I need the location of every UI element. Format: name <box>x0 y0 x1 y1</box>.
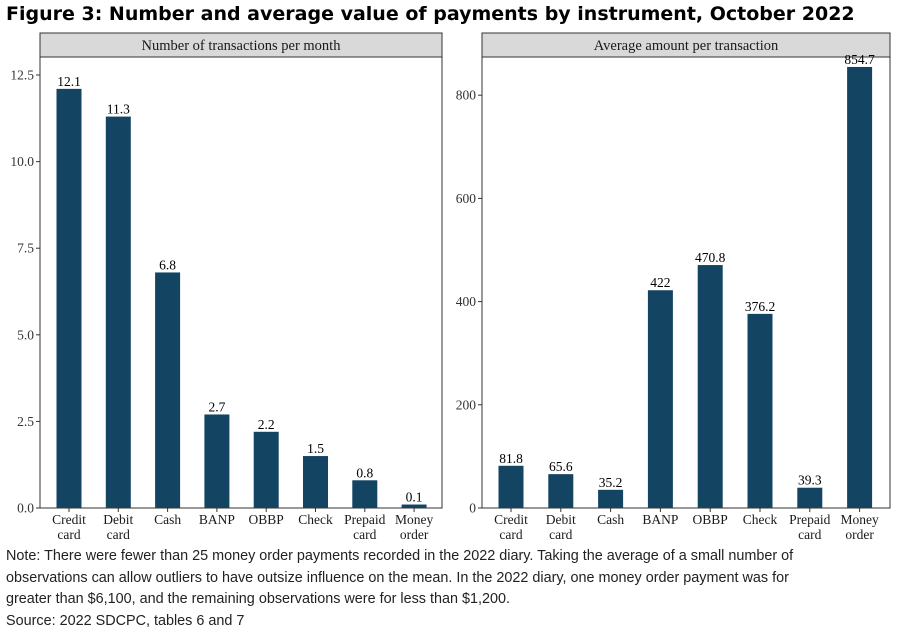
y-axis: 0.0 2.5 5.0 7.5 10.0 12.5 <box>10 68 40 516</box>
data-label: 0.1 <box>406 490 423 505</box>
x-tick-label: card <box>57 527 80 542</box>
y-tick-label: 12.5 <box>10 68 34 83</box>
y-tick-label: 7.5 <box>17 241 34 256</box>
x-tick-label: BANP <box>642 512 678 527</box>
y-tick-label: 400 <box>456 294 477 309</box>
x-tick-label: OBBP <box>249 512 284 527</box>
bar <box>253 431 279 508</box>
y-tick-label: 10.0 <box>10 154 34 169</box>
data-label: 6.8 <box>159 257 176 272</box>
x-tick-label: card <box>499 527 522 542</box>
x-tick-label: Cash <box>597 512 624 527</box>
x-tick-label: card <box>798 527 821 542</box>
bar <box>303 456 328 508</box>
data-label: 1.5 <box>307 441 324 456</box>
y-axis: 0 200 400 600 800 <box>456 88 482 516</box>
data-label: 12.1 <box>57 74 81 89</box>
bar <box>105 116 131 509</box>
strip-background <box>481 32 891 58</box>
data-label: 376.2 <box>745 299 775 314</box>
x-tick-label: OBBP <box>693 512 728 527</box>
bars <box>498 66 873 508</box>
x-tick-label: BANP <box>199 512 235 527</box>
data-label: 81.8 <box>499 451 523 466</box>
bar <box>56 88 82 509</box>
x-tick-label: Check <box>743 512 778 527</box>
data-label: 422 <box>650 275 670 290</box>
value-labels: 12.1 11.3 6.8 2.7 2.2 1.5 0.8 0.1 <box>57 74 422 505</box>
strip-background <box>39 32 443 58</box>
bar <box>697 265 723 508</box>
note-line: greater than $6,100, and the remaining o… <box>6 591 510 607</box>
x-tick-label: Debit <box>546 512 576 527</box>
data-label: 854.7 <box>844 52 875 67</box>
plot-border <box>481 56 891 509</box>
data-label: 11.3 <box>107 102 130 117</box>
bar <box>548 474 574 508</box>
x-tick-label: Money <box>840 512 878 527</box>
source-line: Source: 2022 SDCPC, tables 6 and 7 <box>6 612 245 629</box>
x-tick-label: card <box>549 527 572 542</box>
y-tick-label: 600 <box>456 191 477 206</box>
x-tick-label: Money <box>395 512 433 527</box>
bar <box>847 66 873 508</box>
x-tick-label: Debit <box>103 512 133 527</box>
plot-border <box>39 56 443 509</box>
bar <box>352 480 378 508</box>
data-label: 2.2 <box>258 417 275 432</box>
figure-notes: Note: There were fewer than 25 money ord… <box>6 546 896 632</box>
bar <box>498 465 524 508</box>
x-tick-label: order <box>845 527 874 542</box>
x-tick-label: Credit <box>494 512 528 527</box>
x-tick-label: Prepaid <box>344 512 385 527</box>
note-line: observations can allow outliers to have … <box>6 569 789 586</box>
bar <box>747 313 773 508</box>
x-tick-label: Credit <box>52 512 86 527</box>
bar <box>155 272 181 508</box>
x-tick-label: card <box>353 527 376 542</box>
data-label: 470.8 <box>695 250 726 265</box>
y-tick-label: 0.0 <box>17 501 34 516</box>
value-labels: 81.8 65.6 35.2 422 470.8 376.2 39.3 854.7 <box>499 52 875 490</box>
note-line: Note: There were fewer than 25 money ord… <box>6 548 794 564</box>
x-tick-label: card <box>107 527 130 542</box>
bar <box>598 489 624 508</box>
y-tick-label: 5.0 <box>17 327 34 342</box>
y-tick-label: 0 <box>469 501 476 516</box>
data-label: 65.6 <box>549 459 573 474</box>
y-tick-label: 200 <box>456 397 477 412</box>
bar <box>204 414 230 508</box>
y-tick-label: 800 <box>456 88 477 103</box>
bar <box>797 487 823 508</box>
panel-transactions: Number of transactions per month 0.0 2.5 5… <box>10 32 443 542</box>
bars <box>56 88 427 509</box>
x-tick-label: Cash <box>154 512 181 527</box>
bar <box>647 290 673 508</box>
panel-title: Average amount per transaction <box>594 38 779 54</box>
panel-title: Number of transactions per month <box>142 38 342 54</box>
data-label: 35.2 <box>599 475 623 490</box>
data-label: 2.7 <box>208 399 225 414</box>
data-label: 39.3 <box>798 473 822 488</box>
x-tick-label: Prepaid <box>789 512 830 527</box>
x-tick-label: order <box>400 527 429 542</box>
y-tick-label: 2.5 <box>17 414 34 429</box>
data-label: 0.8 <box>356 465 373 480</box>
bar <box>401 504 427 508</box>
panel-average-amount: Average amount per transaction 0 200 400 60… <box>456 32 891 542</box>
x-tick-label: Check <box>298 512 333 527</box>
figure-title: Figure 3: Number and average value of pa… <box>6 3 855 25</box>
